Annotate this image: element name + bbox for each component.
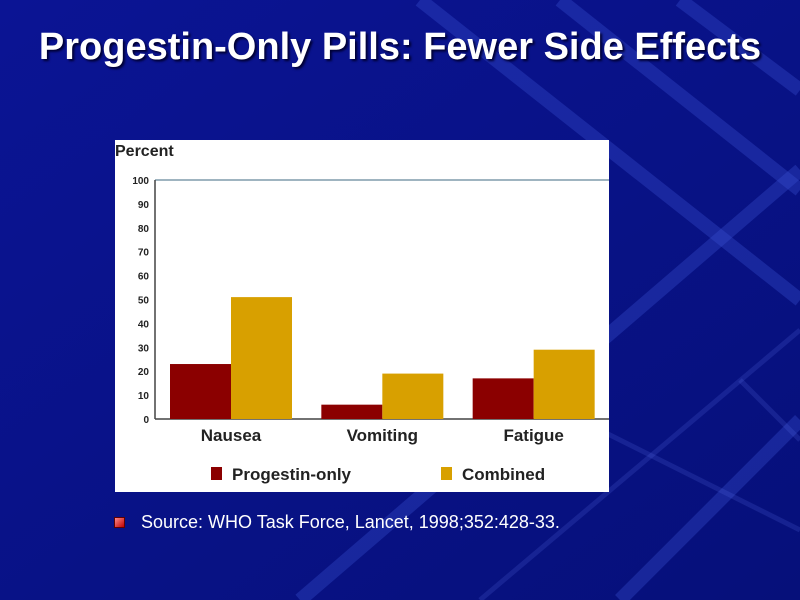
bar-combined-nausea [231,297,292,419]
legend-swatch-combined [441,467,452,480]
legend-swatch-progestin-only [211,467,222,480]
chart-svg: Percent 0 10 20 30 40 50 60 70 80 90 100 Nausea Vomit… [115,143,609,484]
bar-progestin-only-nausea [170,364,231,419]
y-tick-label: 80 [138,224,150,235]
y-tick-label: 20 [138,367,150,378]
square-bullet-icon [114,517,125,528]
y-tick-label: 100 [132,176,149,187]
y-tick-label: 60 [138,272,150,283]
bar-combined-fatigue [533,349,595,419]
y-axis-label: Percent [115,143,174,160]
bar-progestin-only-fatigue [472,378,534,419]
source-text: Source: WHO Task Force, Lancet, 1998;352… [141,512,560,532]
y-tick-label: 0 [143,415,149,426]
y-tick-label: 40 [138,319,150,330]
y-tick-label: 10 [138,391,150,402]
y-tick-label: 50 [138,296,150,307]
legend-label-combined: Combined [462,465,545,484]
y-tick-label: 90 [138,200,150,211]
bar-combined-vomiting [382,373,444,419]
legend-label-progestin-only: Progestin-only [232,465,352,484]
source-bullet-item: Source: WHO Task Force, Lancet, 1998;352… [114,512,560,533]
x-tick-label-nausea: Nausea [201,426,262,445]
bar-progestin-only-vomiting [321,404,383,419]
y-tick-label: 30 [138,343,150,354]
x-tick-label-vomiting: Vomiting [347,426,418,445]
slide-title: Progestin-Only Pills: Fewer Side Effects [38,26,762,68]
y-tick-label: 70 [138,248,150,259]
x-tick-label-fatigue: Fatigue [503,426,563,445]
bar-chart: Percent 0 10 20 30 40 50 60 70 80 90 100 Nausea Vomit… [115,140,609,492]
